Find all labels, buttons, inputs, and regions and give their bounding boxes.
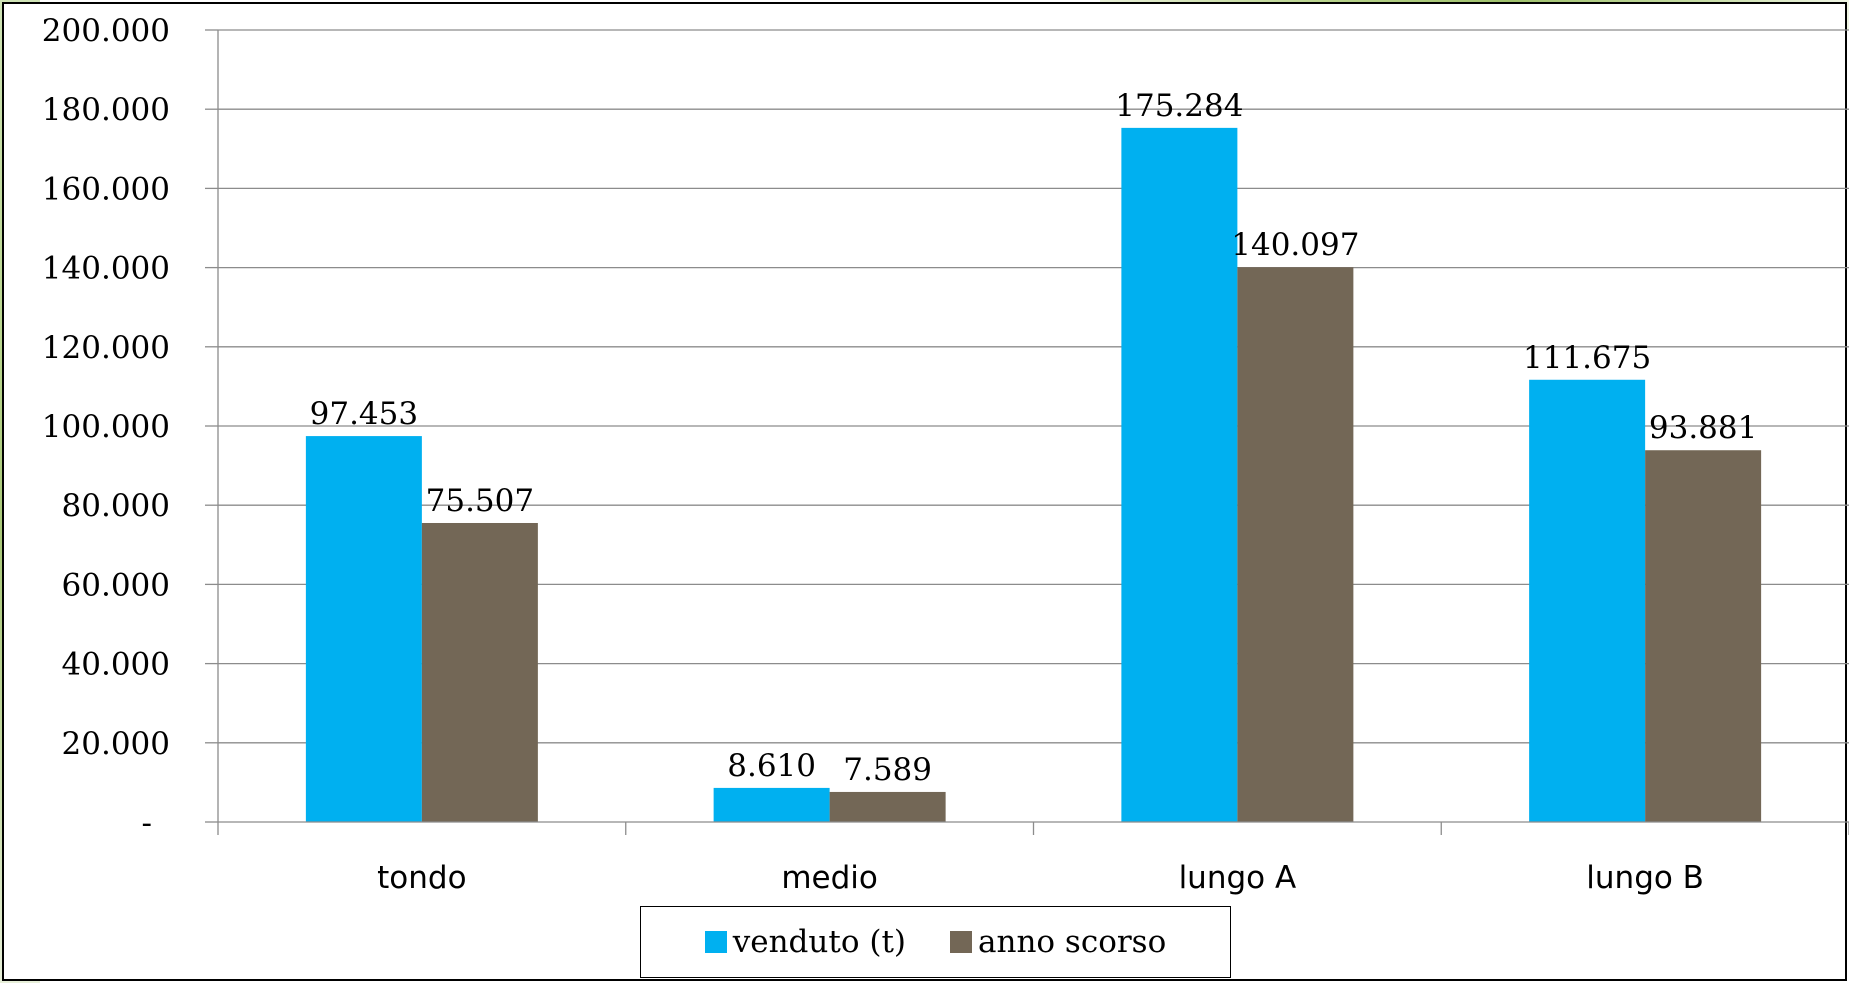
- y-tick-label: 60.000: [62, 567, 170, 603]
- bar-venduto-tondo: [305, 436, 422, 822]
- x-category-label: lungo B: [1586, 860, 1704, 896]
- legend-item-anno-scorso: anno scorso: [950, 924, 1166, 960]
- y-tick-label: 80.000: [62, 488, 170, 524]
- y-tick-label: 120.000: [42, 330, 170, 366]
- legend-item-venduto: venduto (t): [704, 924, 906, 960]
- bar-anno-scorso-lungo-B: [1645, 450, 1762, 822]
- x-category-label: lungo A: [1179, 860, 1297, 896]
- y-tick-label: -: [142, 805, 152, 841]
- legend-swatch-anno-scorso: [950, 931, 972, 953]
- data-label: 75.507: [426, 483, 534, 519]
- legend-label-anno-scorso: anno scorso: [978, 924, 1167, 960]
- y-tick-label: 200.000: [42, 13, 170, 49]
- y-tick-label: 20.000: [62, 726, 170, 762]
- bar-venduto-lungo-B: [1529, 379, 1646, 822]
- data-label: 93.881: [1649, 410, 1757, 446]
- legend-label-venduto: venduto (t): [732, 924, 906, 960]
- bar-anno-scorso-tondo: [421, 522, 538, 822]
- x-category-label: tondo: [377, 860, 466, 896]
- y-tick-label: 180.000: [42, 92, 170, 128]
- legend: venduto (t) anno scorso: [640, 906, 1231, 978]
- bar-venduto-medio: [713, 787, 830, 822]
- data-label: 111.675: [1523, 340, 1651, 376]
- data-label: 8.610: [727, 748, 816, 784]
- bars: [305, 127, 1762, 822]
- y-tick-label: 100.000: [42, 409, 170, 445]
- bar-anno-scorso-medio: [829, 791, 946, 822]
- axes: [205, 29, 1849, 835]
- y-tick-label: 140.000: [42, 251, 170, 287]
- y-tick-label: 160.000: [42, 171, 170, 207]
- data-label: 7.589: [843, 752, 932, 788]
- data-label: 140.097: [1231, 227, 1359, 263]
- y-tick-label: 40.000: [62, 647, 170, 683]
- labels: - 20.000 40.000 60.000 80.000 100.000 120.000 1…: [42, 13, 1758, 896]
- x-category-label: medio: [781, 860, 878, 896]
- bar-anno-scorso-lungo-A: [1237, 267, 1354, 822]
- data-label: 97.453: [310, 396, 418, 432]
- legend-swatch-venduto: [704, 931, 727, 953]
- data-label: 175.284: [1115, 88, 1243, 124]
- bar-venduto-lungo-A: [1121, 127, 1238, 822]
